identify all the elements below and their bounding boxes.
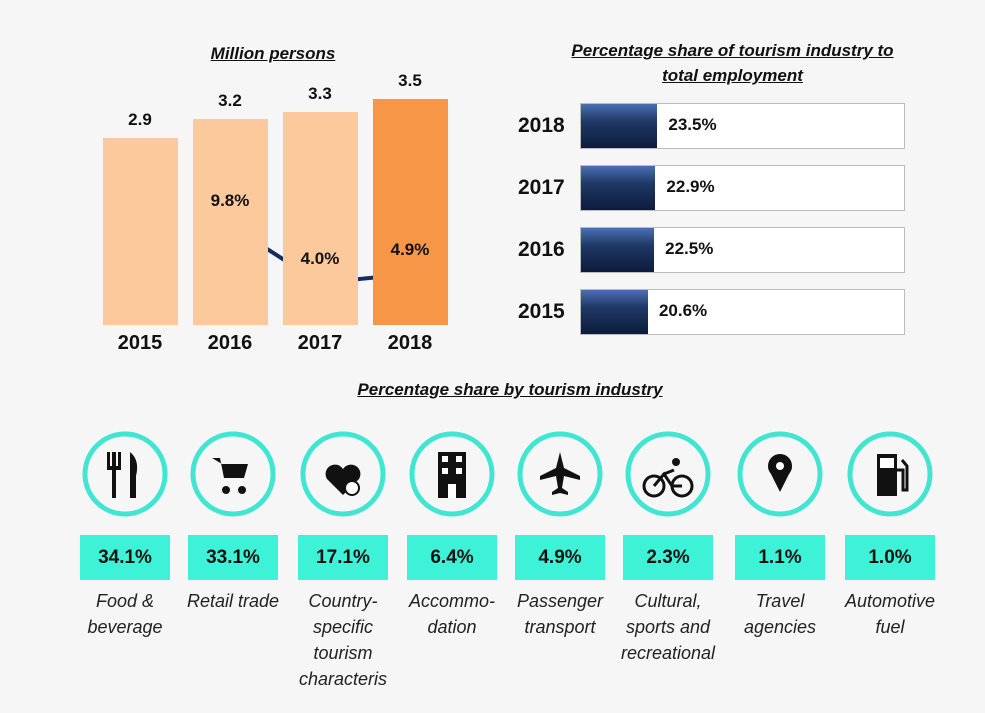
bar-label: 2.9: [128, 109, 152, 129]
y-tick-label: 2018: [518, 114, 565, 137]
category-label: Automotive fuel: [844, 591, 936, 637]
y-tick-label: 2015: [518, 300, 565, 323]
bar: [581, 166, 656, 210]
y-tick-label: 2017: [518, 176, 565, 199]
y-tick-label: 2016: [518, 238, 565, 261]
category-label: Travel agencies: [743, 591, 817, 637]
bar: [282, 112, 358, 325]
bar: [581, 228, 655, 272]
value-box: 33.1%: [188, 535, 278, 580]
value-box: 17.1%: [298, 535, 388, 580]
bar-label: 23.5%: [668, 115, 717, 134]
bar-label: 3.5: [398, 71, 422, 91]
value-box: 34.1%: [80, 535, 170, 580]
value-box: 1.0%: [845, 535, 935, 580]
category-label: Cultural, sports and recreational: [620, 591, 716, 663]
line-label: 4.9%: [390, 240, 430, 259]
value-box: 6.4%: [407, 535, 497, 580]
bar: [581, 104, 658, 148]
bar: [192, 118, 268, 325]
x-tick-label: 2018: [387, 332, 433, 354]
bar-label: 22.5%: [665, 239, 714, 258]
chart-title: Percentage share by tourism industry: [357, 380, 663, 399]
category-label: Accommo-dation: [408, 591, 495, 637]
category-label: Passenger transport: [516, 591, 604, 637]
value-box: 1.1%: [735, 535, 825, 580]
category-label: Retail trade: [186, 591, 280, 611]
line-label: 9.8%: [210, 191, 250, 210]
line-label: 4.0%: [300, 249, 340, 268]
value-box: 2.3%: [623, 535, 713, 580]
bar: [372, 99, 448, 325]
chart-title: Percentage share of tourism industry to …: [571, 41, 894, 85]
bar: [102, 137, 178, 325]
bar-label: 3.2: [218, 90, 242, 110]
bar-label: 20.6%: [658, 301, 708, 320]
chart-title: Million persons: [210, 44, 336, 63]
bar-label: 22.9%: [666, 177, 715, 196]
category-label: Country-specific tourism characteris: [298, 591, 388, 689]
category-label: Food & beverage: [87, 591, 163, 637]
value-box: 4.9%: [515, 535, 605, 580]
bar-label: 3.3: [308, 84, 332, 104]
x-tick-label: 2015: [117, 332, 163, 354]
x-tick-label: 2016: [207, 332, 253, 354]
bar: [581, 290, 648, 334]
x-tick-label: 2017: [297, 332, 343, 354]
